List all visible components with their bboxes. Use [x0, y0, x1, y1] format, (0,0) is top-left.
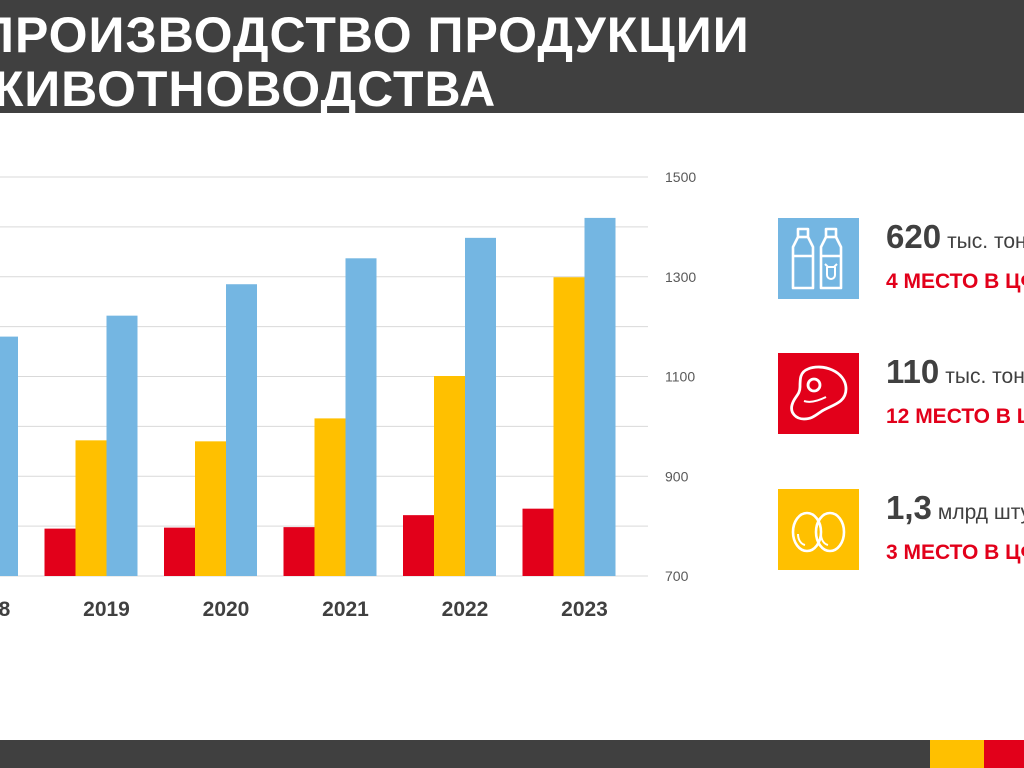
production-bar-chart: 2018 2019 2020 2021 2022 2023 700 900 1100 1300 15… [0, 169, 696, 621]
y-tick-label: 1300 [665, 269, 696, 285]
milk-icon-box [778, 218, 859, 299]
steak-icon [789, 365, 847, 420]
bar [345, 258, 377, 576]
y-tick-label: 1100 [665, 369, 695, 385]
x-tick-label: 2021 [322, 598, 369, 621]
bar [283, 527, 315, 576]
footer-red-stripe [984, 740, 1024, 768]
title-line-2: ЖИВОТНОВОДСТВА [0, 61, 497, 113]
header-bar: ПРОИЗВОДСТВО ПРОДУКЦИИ ЖИВОТНОВОДСТВА [0, 0, 1024, 113]
meat-amount: 110 [886, 353, 940, 390]
y-tick-label: 900 [665, 468, 689, 484]
y-tick-label: 1500 [665, 169, 696, 185]
x-tick-label: 2022 [442, 598, 489, 621]
x-tick-label: 2018 [0, 598, 11, 621]
eggs-rank: 3 МЕСТО В ЦФО [886, 541, 1024, 564]
meat-rank: 12 МЕСТО В ЦФО [886, 405, 1024, 428]
footer-yellow-stripe [930, 740, 984, 768]
milk-amount: 620 [886, 218, 942, 255]
eggs-unit: млрд штук [937, 501, 1024, 524]
page-title: ПРОИЗВОДСТВО ПРОДУКЦИИ ЖИВОТНОВОДСТВА [0, 8, 750, 113]
y-tick-label: 700 [665, 568, 689, 584]
title-line-1: ПРОИЗВОДСТВО ПРОДУКЦИИ [0, 7, 750, 63]
milk-unit: тыс. тонн [947, 230, 1024, 253]
bar [226, 284, 257, 576]
x-tick-label: 2019 [83, 598, 130, 621]
bar [522, 508, 554, 576]
bar [434, 376, 465, 576]
x-tick-label: 2020 [203, 598, 250, 621]
bar [195, 441, 226, 576]
bar [465, 237, 496, 576]
bar [75, 440, 107, 576]
milk-bottles-icon [791, 227, 842, 289]
milk-rank: 4 МЕСТО В ЦФО [886, 270, 1024, 293]
bar [553, 277, 585, 576]
bar [314, 418, 346, 576]
bar [164, 527, 195, 576]
bar [0, 336, 18, 576]
bar [106, 315, 138, 576]
footer-bar [0, 740, 1024, 768]
eggs-icon-box [778, 489, 859, 570]
bar [584, 217, 616, 576]
bar [44, 528, 76, 576]
meat-unit: тыс. тонн [945, 365, 1024, 388]
x-tick-label: 2023 [561, 598, 608, 621]
meat-icon-box [778, 353, 859, 434]
bar [403, 515, 434, 576]
eggs-icon [791, 511, 845, 552]
eggs-amount: 1,3 [886, 489, 932, 526]
